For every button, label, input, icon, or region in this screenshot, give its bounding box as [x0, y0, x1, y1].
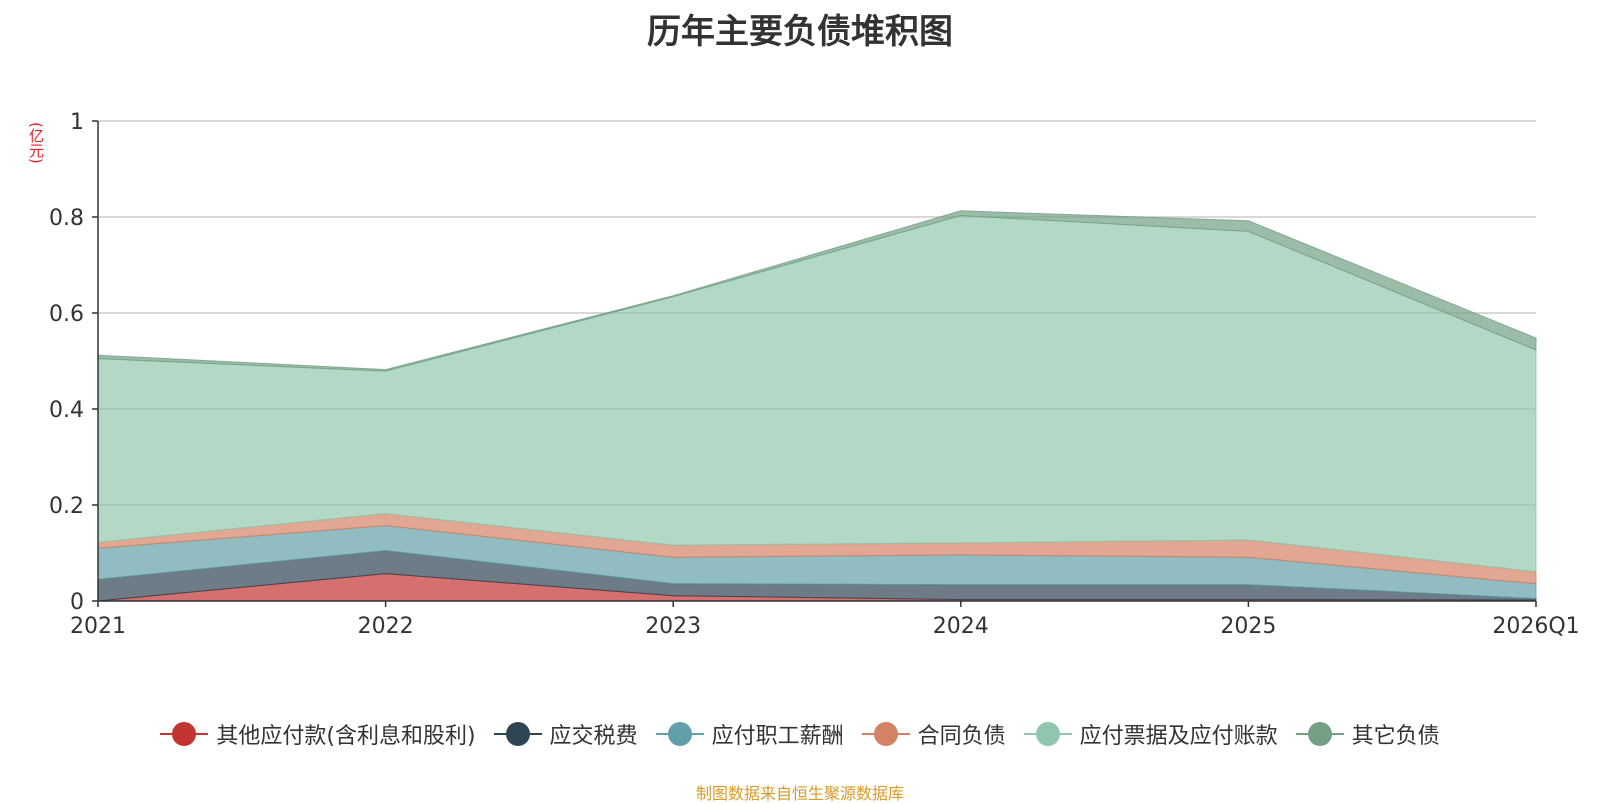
legend-label: 其它负债	[1351, 724, 1440, 749]
chart-title: 历年主要负债堆积图	[647, 12, 953, 52]
legend-item[interactable]: 应交税费	[493, 718, 638, 750]
legend-label: 应交税费	[549, 724, 638, 749]
stacked-area-chart: 0 0.2 0.4 0.6 0.8 1 2021 2022 2023 2024 2025 2026Q1	[49, 110, 1580, 639]
legend-label: 应付票据及应付账款	[1079, 724, 1278, 749]
y-tick-label: 1	[70, 110, 84, 135]
area-series	[97, 215, 1537, 573]
area-layers	[97, 210, 1537, 602]
x-tick-label: 2024	[933, 614, 989, 639]
legend-label: 其他应付款(含利息和股利)	[216, 724, 476, 749]
legend-item[interactable]: 其他应付款(含利息和股利)	[160, 718, 476, 750]
legend-marker-icon	[160, 722, 209, 746]
legend-marker-icon	[655, 722, 704, 746]
legend-marker-icon	[861, 722, 910, 746]
legend-marker-icon	[493, 722, 542, 746]
legend-item[interactable]: 其它负债	[1295, 718, 1440, 750]
y-tick-label: 0.4	[49, 398, 84, 423]
legend-item[interactable]: 应付职工薪酬	[655, 718, 844, 750]
data-source-note: 制图数据来自恒生聚源数据库	[695, 784, 904, 803]
legend: 其他应付款(含利息和股利) 应交税费 应付职工薪酬 合同负债 应付票据及应付账款 其它负债	[0, 718, 1600, 750]
x-tick-label: 2022	[358, 614, 414, 639]
legend-label: 合同负债	[917, 724, 1006, 749]
y-tick-label: 0.2	[49, 494, 84, 519]
legend-item[interactable]: 合同负债	[861, 718, 1006, 750]
x-tick-label: 2021	[70, 614, 126, 639]
axes: 0 0.2 0.4 0.6 0.8 1 2021 2022 2023 2024 2025 2026Q1	[49, 110, 1580, 639]
legend-label: 应付职工薪酬	[711, 724, 844, 749]
legend-marker-icon	[1023, 722, 1072, 746]
y-tick-label: 0.6	[49, 302, 84, 327]
y-axis-unit: (亿元)	[27, 122, 45, 164]
y-tick-label: 0.8	[49, 206, 84, 231]
x-tick-label: 2023	[645, 614, 701, 639]
legend-marker-icon	[1295, 722, 1344, 746]
area-series	[97, 210, 1537, 372]
x-tick-label: 2026Q1	[1492, 614, 1579, 639]
x-tick-label: 2025	[1220, 614, 1276, 639]
legend-item[interactable]: 应付票据及应付账款	[1023, 718, 1278, 750]
y-tick-label: 0	[70, 590, 84, 615]
